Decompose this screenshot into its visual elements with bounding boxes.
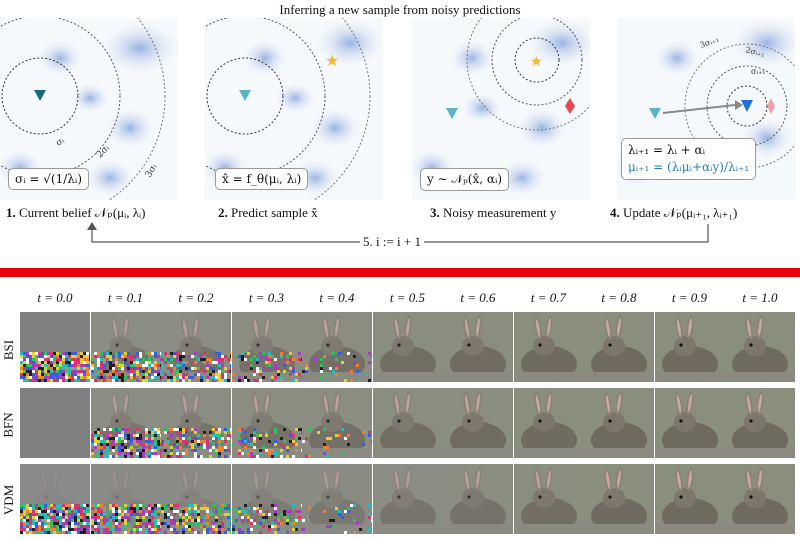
- sample-image-cell: [90, 312, 161, 382]
- sample-image-cell: [302, 312, 372, 382]
- sample-image-cell: [443, 464, 513, 534]
- update-arrow: [662, 104, 736, 114]
- measurement-density-plot: ★: [412, 18, 590, 196]
- mu-update-formula: μᵢ₊₁ = (λᵢμᵢ+αᵢy)/λᵢ₊₁: [628, 160, 750, 174]
- belief-mean-marker: [239, 90, 251, 101]
- belief-mean-marker: [446, 108, 458, 119]
- sample-image-cell: [302, 388, 372, 458]
- sample-image-cell: [231, 388, 302, 458]
- sample-image-cell: [161, 312, 231, 382]
- sample-image-cell: [161, 464, 231, 534]
- time-label: t = 0.3: [248, 290, 285, 305]
- new-mean-marker: [741, 100, 753, 112]
- measurement-formula: y ∼ 𝒩ₚ(x̂, αᵢ): [420, 168, 510, 191]
- sample-image-cell: [654, 388, 725, 458]
- sample-image-cell: [513, 388, 584, 458]
- time-label: t = 0.9: [671, 290, 708, 305]
- sample-image-cell: [725, 464, 795, 534]
- update-formula-box: λᵢ₊₁ = λᵢ + αᵢ μᵢ₊₁ = (λᵢμᵢ+αᵢy)/λᵢ₊₁: [621, 138, 757, 180]
- time-label: t = 0.5: [389, 290, 426, 305]
- belief-mean-marker: [34, 90, 46, 101]
- sample-image-cell: [90, 464, 161, 534]
- time-label: t = 0.2: [178, 290, 214, 305]
- sample-image-cell: [302, 464, 372, 534]
- sample-image-cell: [90, 388, 161, 458]
- sample-image-cell: [443, 312, 513, 382]
- panel-current-belief: σᵢ 2σᵢ 3σᵢ σᵢ = √(1/λᵢ): [0, 18, 178, 200]
- time-label: t = 0.1: [107, 290, 144, 305]
- sample-image-cell: [725, 388, 795, 458]
- sample-image-cell: [20, 388, 90, 458]
- sample-image-cell: [20, 464, 90, 534]
- caption-step-3: 3. Noisy measurement y: [430, 205, 557, 220]
- time-label: t = 1.0: [742, 290, 778, 305]
- sample-image-cell: [372, 388, 443, 458]
- row-label-bfn: BFN: [1, 412, 17, 438]
- panel-update-belief: σᵢ₊₁ 2σᵢ₊₁ 3σᵢ₊₁ λᵢ₊₁ = λᵢ + αᵢ μᵢ₊₁ = (…: [617, 18, 795, 200]
- sample-image-cell: [513, 464, 584, 534]
- time-label: t = 0.0: [37, 290, 73, 305]
- lambda-update-formula: λᵢ₊₁ = λᵢ + αᵢ: [628, 143, 706, 157]
- sample-image-cell: [513, 312, 584, 382]
- caption-step-1: 1. Current belief 𝒩ₚ(μᵢ, λᵢ): [6, 205, 146, 220]
- sample-image-cell: [161, 388, 231, 458]
- measurement-diamond-icon: [565, 98, 575, 114]
- prediction-star-icon: ★: [530, 54, 543, 70]
- row-label-bsi: BSI: [1, 339, 17, 361]
- sample-image-cell: [372, 312, 443, 382]
- sample-image-cell: [20, 312, 90, 382]
- figure-title: Inferring a new sample from noisy predic…: [279, 2, 521, 17]
- section-divider: [0, 268, 800, 277]
- ring-label-3: 3σᵢ₊₁: [699, 35, 720, 50]
- sample-image-cell: [443, 388, 513, 458]
- panel-noisy-measurement: ★ y ∼ 𝒩ₚ(x̂, αᵢ): [412, 18, 590, 200]
- sample-image-cell: [584, 388, 654, 458]
- time-label: t = 0.8: [601, 290, 637, 305]
- time-label: t = 0.7: [530, 290, 567, 305]
- prediction-star-icon: ★: [325, 51, 339, 70]
- sample-image-cell: [654, 312, 725, 382]
- predict-formula: x̂ = f_θ(μᵢ, λᵢ): [215, 168, 309, 190]
- sample-image-cell: [231, 464, 302, 534]
- ring-label-1: σᵢ: [55, 136, 67, 149]
- loop-label: 5. i := i + 1: [360, 234, 424, 250]
- panel-predict-sample: ★ x̂ = f_θ(μᵢ, λᵢ): [205, 18, 383, 200]
- ring-label-1: σᵢ₊₁: [751, 67, 766, 76]
- sample-image-cell: [372, 464, 443, 534]
- old-mean-marker: [649, 108, 661, 119]
- time-label: t = 0.6: [460, 290, 496, 305]
- caption-step-2: 2. Predict sample x̂: [218, 205, 318, 220]
- sample-image-cell: [725, 312, 795, 382]
- sigma-formula: σᵢ = √(1/λᵢ): [8, 168, 89, 190]
- caption-step-4: 4. Update 𝒩ₚ(μᵢ₊₁, λᵢ₊₁): [610, 205, 738, 220]
- sample-image-cell: [654, 464, 725, 534]
- sample-image-cell: [584, 464, 654, 534]
- ring-label-3: 3σᵢ: [144, 162, 160, 179]
- belief-density-plot: σᵢ 2σᵢ 3σᵢ: [0, 18, 178, 200]
- ring-label-2: 2σᵢ: [95, 143, 112, 160]
- measurement-diamond-icon: [767, 98, 775, 114]
- sample-image-cell: [231, 312, 302, 382]
- sample-image-cell: [584, 312, 654, 382]
- time-label: t = 0.4: [319, 290, 355, 305]
- row-label-vdm: VDM: [1, 484, 16, 516]
